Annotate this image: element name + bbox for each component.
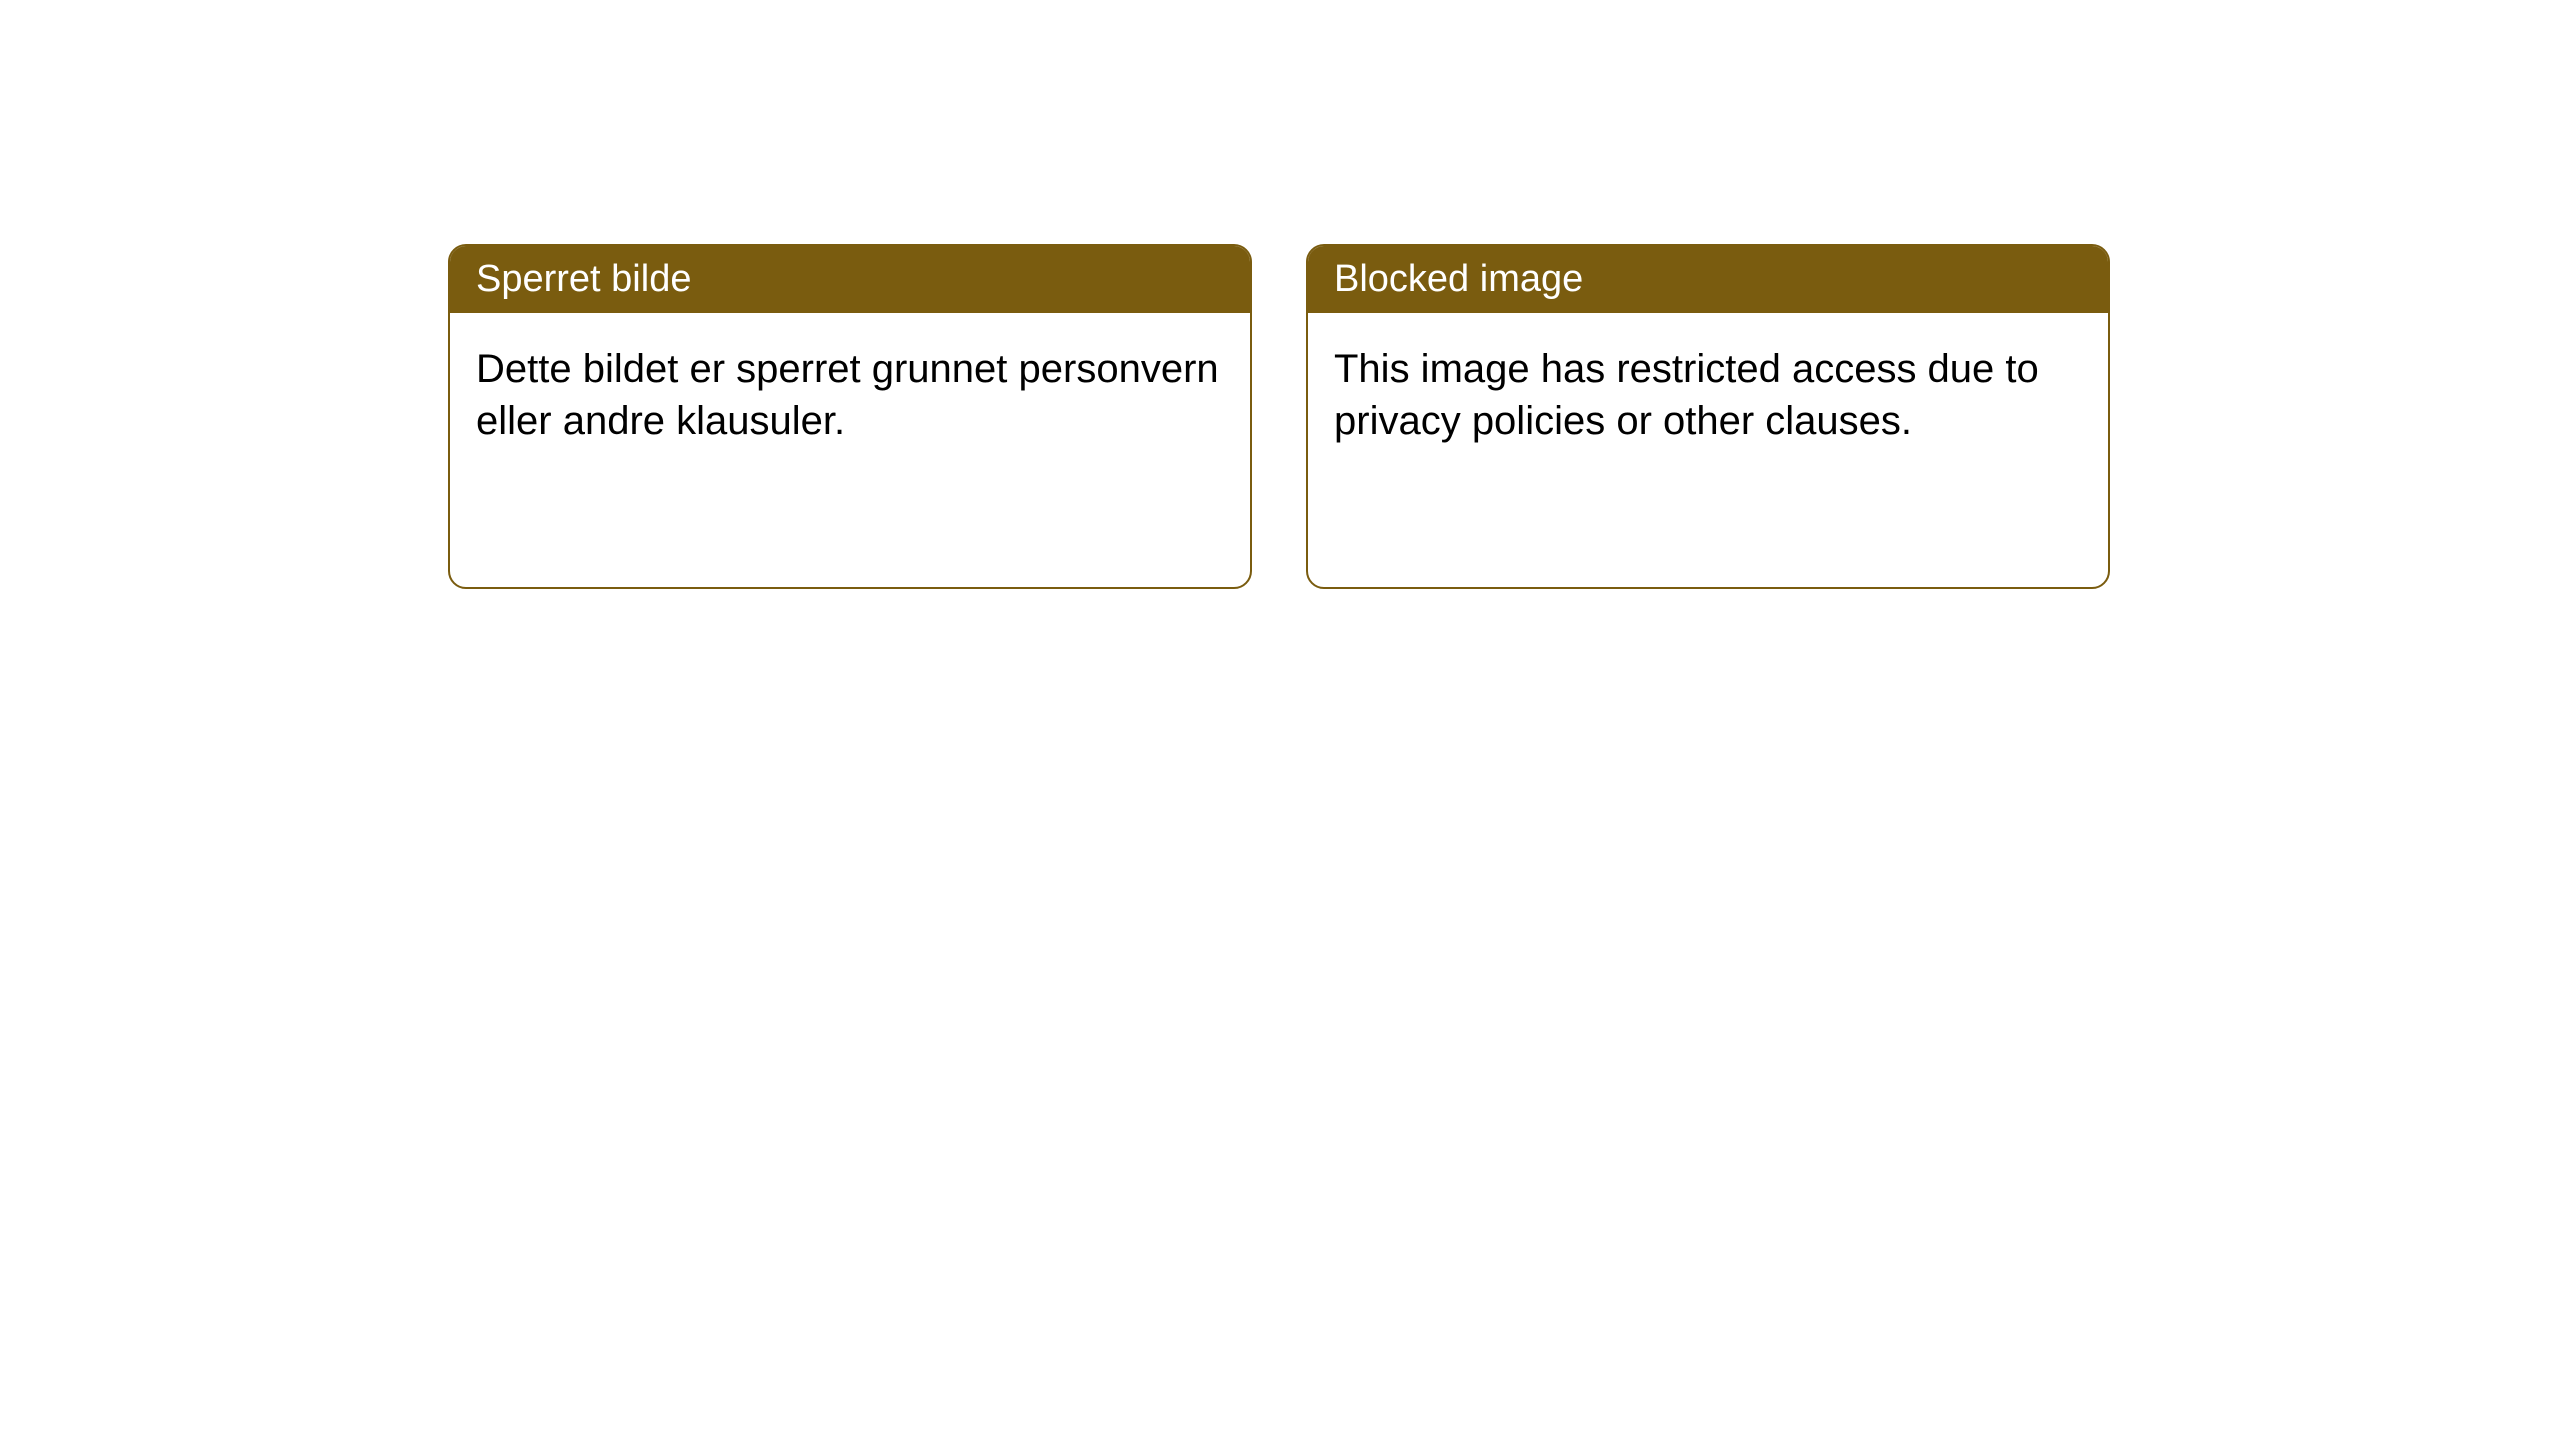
- notice-header-english: Blocked image: [1308, 246, 2108, 313]
- notice-card-norwegian: Sperret bilde Dette bildet er sperret gr…: [448, 244, 1252, 589]
- notice-body-english: This image has restricted access due to …: [1308, 313, 2108, 587]
- notice-header-norwegian: Sperret bilde: [450, 246, 1250, 313]
- notice-container: Sperret bilde Dette bildet er sperret gr…: [0, 0, 2560, 589]
- notice-body-norwegian: Dette bildet er sperret grunnet personve…: [450, 313, 1250, 587]
- notice-card-english: Blocked image This image has restricted …: [1306, 244, 2110, 589]
